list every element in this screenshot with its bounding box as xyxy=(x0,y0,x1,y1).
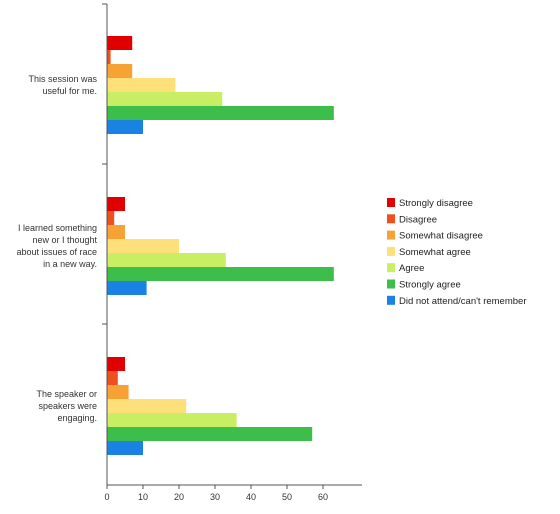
legend: Strongly disagree Disagree Somewhat disagr… xyxy=(387,198,527,307)
bar xyxy=(107,36,133,50)
bar xyxy=(107,225,125,239)
legend-swatch xyxy=(387,214,395,224)
legend-swatch xyxy=(387,263,395,273)
category-label: useful for me. xyxy=(42,86,97,96)
legend-swatch xyxy=(387,198,395,207)
category-label: new or I thought xyxy=(32,235,97,245)
x-tick-label: 0 xyxy=(104,492,109,502)
category-label: engaging. xyxy=(57,413,97,423)
category-label: speakers were xyxy=(38,401,97,411)
legend-swatch xyxy=(387,230,395,240)
bar xyxy=(107,267,334,281)
bar xyxy=(107,399,187,413)
bar xyxy=(107,441,143,455)
bar xyxy=(107,413,237,427)
category-label: about issues of race xyxy=(16,247,97,257)
bar xyxy=(107,64,133,78)
category-label: This session was xyxy=(28,74,97,84)
x-tick-label: 40 xyxy=(246,492,256,502)
bar xyxy=(107,197,125,211)
bar xyxy=(107,211,115,225)
legend-swatch xyxy=(387,246,395,256)
bar xyxy=(107,106,334,120)
bar xyxy=(107,357,125,371)
legend-label: Somewhat disagree xyxy=(399,231,483,242)
legend-label: Did not attend/can't remember xyxy=(399,296,527,307)
bar xyxy=(107,385,129,399)
bar xyxy=(107,50,111,64)
bar xyxy=(107,281,147,295)
bars-layer xyxy=(107,36,334,455)
category-label: in a new way. xyxy=(43,259,97,269)
bar xyxy=(107,120,143,134)
bar xyxy=(107,92,223,106)
bar xyxy=(107,239,179,253)
legend-swatch xyxy=(387,279,395,289)
x-tick-label: 10 xyxy=(138,492,148,502)
legend-label: Agree xyxy=(399,263,424,274)
bar xyxy=(107,78,176,92)
legend-swatch xyxy=(387,295,395,305)
x-tick-label: 50 xyxy=(282,492,292,502)
bar xyxy=(107,253,226,267)
legend-label: Disagree xyxy=(399,214,437,225)
legend-label: Strongly agree xyxy=(399,280,461,291)
legend-label: Strongly disagree xyxy=(399,198,473,209)
axes-layer: 0 10 20 30 40 50 60 This session was useful for … xyxy=(16,3,362,502)
bar xyxy=(107,427,313,441)
x-tick-label: 30 xyxy=(210,492,220,502)
legend-label: Somewhat agree xyxy=(399,247,471,258)
category-label: I learned something xyxy=(18,223,97,233)
category-label: The speaker or xyxy=(36,389,97,399)
bar xyxy=(107,371,118,385)
x-tick-label: 20 xyxy=(174,492,184,502)
x-tick-label: 60 xyxy=(318,492,328,502)
